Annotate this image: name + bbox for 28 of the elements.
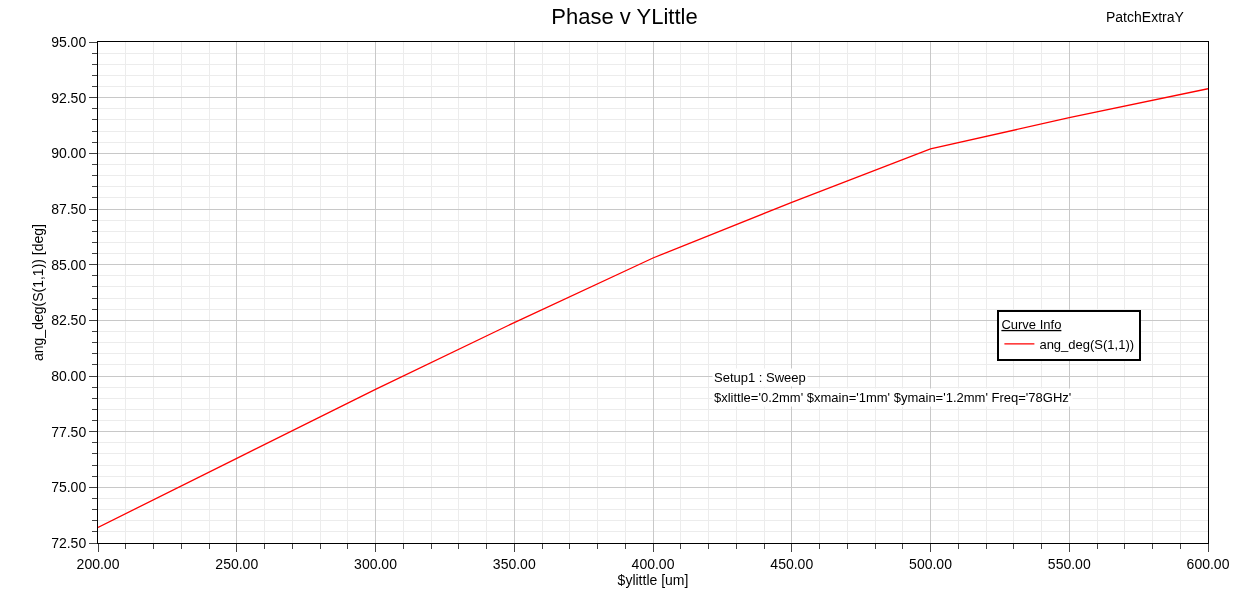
annotation: $xlittle='0.2mm' $xmain='1mm' $ymain='1.2mm' Freq='78GHz': [714, 390, 1072, 405]
legend-label: ang_deg(S(1,1)): [1039, 336, 1135, 352]
chart-title: Phase v YLittle: [551, 4, 698, 30]
y-tick-label: 72.50: [51, 534, 87, 551]
x-tick-label: 250.00: [215, 555, 259, 572]
y-tick-label: 92.50: [51, 89, 87, 106]
y-axis-title: ang_deg(S(1,1)) [deg]: [29, 224, 46, 361]
x-tick-label: 450.00: [770, 555, 814, 572]
y-tick-label: 80.00: [51, 367, 87, 384]
y-tick-label: 87.50: [51, 200, 87, 217]
y-tick-label: 85.00: [51, 256, 87, 273]
x-tick-label: 200.00: [76, 555, 120, 572]
legend-title: Curve Info: [1001, 316, 1062, 332]
x-tick-label: 500.00: [909, 555, 953, 572]
x-tick-label: 550.00: [1047, 555, 1091, 572]
x-tick-label: 350.00: [492, 555, 536, 572]
y-tick-label: 90.00: [51, 145, 87, 162]
y-tick-label: 95.00: [51, 33, 87, 50]
y-tick-label: 77.50: [51, 423, 87, 440]
x-tick-label: 400.00: [631, 555, 675, 572]
y-tick-label: 75.00: [51, 479, 87, 496]
x-tick-label: 300.00: [354, 555, 398, 572]
annotation: Setup1 : Sweep: [714, 370, 806, 385]
x-axis-title: $ylittle [um]: [617, 571, 689, 588]
y-tick-label: 82.50: [51, 312, 87, 329]
x-tick-label: 600.00: [1186, 555, 1230, 572]
line-series: [98, 88, 1208, 529]
text: PatchExtraY: [1106, 9, 1185, 25]
